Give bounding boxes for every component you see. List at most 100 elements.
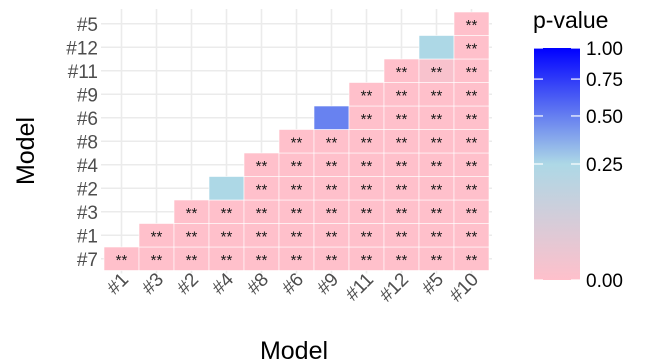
cell-label-model-10-model-11: **	[466, 64, 478, 81]
legend-label-1: 0.75	[586, 70, 623, 91]
cell-label-model-12-model-11: **	[396, 64, 408, 81]
x-tick-model-2: #2	[173, 269, 203, 299]
x-tick-model-5: #5	[418, 269, 448, 299]
legend-title: p-value	[533, 7, 608, 33]
cell-label-model-10-model-6: **	[466, 111, 478, 128]
x-tick-model-11: #11	[342, 269, 378, 305]
cell-label-model-11-model-3: **	[361, 205, 373, 222]
x-axis-ticks: #1 #3 #2 #4 #8 #6 #9#11#12 #5#10	[103, 269, 483, 307]
cell-label-model-5-model-9: **	[431, 87, 443, 104]
cell-label-model-10-model-3: **	[466, 205, 478, 222]
cell-label-model-11-model-6: **	[361, 111, 373, 128]
y-tick-model-9: #9	[77, 85, 98, 106]
cell-label-model-8-model-3: **	[256, 205, 268, 222]
cell-label-model-6-model-1: **	[291, 228, 303, 245]
cell-label-model-10-model-4: **	[466, 158, 478, 175]
y-tick-model-3: #3	[77, 203, 98, 224]
x-tick-model-8: #8	[243, 269, 273, 299]
x-tick-model-6: #6	[278, 269, 308, 299]
cell-model-4-model-2	[208, 176, 245, 201]
cell-label-model-12-model-4: **	[396, 158, 408, 175]
cell-label-model-11-model-8: **	[361, 134, 373, 151]
cell-label-model-4-model-3: **	[221, 205, 233, 222]
cell-label-model-8-model-4: **	[256, 158, 268, 175]
cell-label-model-10-model-1: **	[466, 228, 478, 245]
cell-label-model-2-model-7: **	[186, 252, 198, 269]
y-tick-model-12: #12	[66, 38, 98, 59]
cell-label-model-12-model-3: **	[396, 205, 408, 222]
cell-label-model-9-model-8: **	[326, 134, 338, 151]
y-tick-model-11: #11	[68, 62, 98, 83]
cell-model-9-model-6	[313, 105, 350, 130]
legend-label-0: 1.00	[586, 39, 623, 60]
cell-label-model-12-model-9: **	[396, 87, 408, 104]
cell-label-model-6-model-2: **	[291, 181, 303, 198]
cell-label-model-9-model-3: **	[326, 205, 338, 222]
y-tick-model-7: #7	[77, 250, 98, 271]
x-tick-model-3: #3	[138, 269, 168, 299]
cell-label-model-11-model-1: **	[361, 228, 373, 245]
cell-label-model-6-model-3: **	[291, 205, 303, 222]
cell-label-model-6-model-7: **	[291, 252, 303, 269]
cell-model-10-model-5	[453, 11, 490, 36]
x-tick-model-12: #12	[376, 269, 413, 306]
cell-label-model-12-model-6: **	[396, 111, 408, 128]
cell-label-model-11-model-7: **	[361, 252, 373, 269]
cell-label-model-5-model-3: **	[431, 205, 443, 222]
legend-label-3: 0.25	[586, 155, 623, 176]
cell-label-model-11-model-2: **	[361, 181, 373, 198]
cell-label-model-11-model-9: **	[361, 87, 373, 104]
y-axis-ticks: #7 #1#3 #2#4 #8#6 #9#11 #12#5	[66, 15, 98, 271]
cell-model-5-model-12	[418, 35, 455, 60]
y-tick-model-6: #6	[77, 109, 98, 130]
y-axis-label: Model	[12, 117, 40, 185]
cell-label-model-2-model-1: **	[186, 228, 198, 245]
y-tick-model-4: #4	[77, 156, 99, 177]
cell-label-model-9-model-2: **	[326, 181, 338, 198]
cell-label-model-8-model-2: **	[256, 181, 268, 198]
x-tick-model-1: #1	[103, 269, 133, 299]
cell-label-model-10-model-9: **	[466, 87, 478, 104]
cell-label-model-2-model-3: **	[186, 205, 198, 222]
cell-label-model-3-model-7: **	[151, 252, 163, 269]
cell-label-model-5-model-2: **	[431, 181, 443, 198]
legend-label-4: 0.00	[586, 271, 623, 292]
y-tick-model-8: #8	[77, 132, 98, 153]
cell-label-model-4-model-1: **	[221, 228, 233, 245]
cell-label-model-10-model-7: **	[466, 252, 478, 269]
cell-label-model-5-model-6: **	[431, 111, 443, 128]
cell-label-model-12-model-7: **	[396, 252, 408, 269]
cell-label-model-6-model-4: **	[291, 158, 303, 175]
cell-label-model-10-model-2: **	[466, 181, 478, 198]
cell-label-model-10-model-8: **	[466, 134, 478, 151]
cell-label-model-12-model-1: **	[396, 228, 408, 245]
y-tick-model-1: #1	[77, 226, 98, 247]
cell-label-model-12-model-2: **	[396, 181, 408, 198]
x-axis-label: Model	[260, 337, 328, 364]
significance-labels: ** ** ** ** ** ** ** ** ** ** ** ** ** ** ** ** ** ** ** **…	[116, 17, 478, 269]
cell-label-model-8-model-7: **	[256, 252, 268, 269]
legend: p-value 1.00 0.75 0.50 0.25 0.00	[533, 7, 623, 292]
cell-label-model-5-model-1: **	[431, 228, 443, 245]
cell-label-model-5-model-4: **	[431, 158, 443, 175]
y-tick-model-5: #5	[77, 15, 98, 36]
cell-label-model-5-model-7: **	[431, 252, 443, 269]
cell-label-model-4-model-7: **	[221, 252, 233, 269]
cell-label-model-5-model-8: **	[431, 134, 443, 151]
legend-label-2: 0.50	[586, 107, 623, 128]
cell-label-model-11-model-4: **	[361, 158, 373, 175]
legend-breaks: 1.00 0.75 0.50 0.25 0.00	[534, 39, 623, 292]
x-tick-model-10: #10	[446, 269, 483, 306]
cell-label-model-1-model-7: **	[116, 252, 128, 269]
x-tick-model-9: #9	[313, 269, 343, 299]
cell-label-model-10-model-5: **	[466, 17, 478, 34]
cell-label-model-6-model-8: **	[291, 134, 303, 151]
y-tick-model-2: #2	[77, 179, 98, 200]
cell-label-model-10-model-12: **	[466, 40, 478, 57]
cell-label-model-9-model-4: **	[326, 158, 338, 175]
cell-label-model-9-model-1: **	[326, 228, 338, 245]
heatmap-cells	[103, 11, 490, 271]
cell-label-model-8-model-1: **	[256, 228, 268, 245]
cell-label-model-3-model-1: **	[151, 228, 163, 245]
